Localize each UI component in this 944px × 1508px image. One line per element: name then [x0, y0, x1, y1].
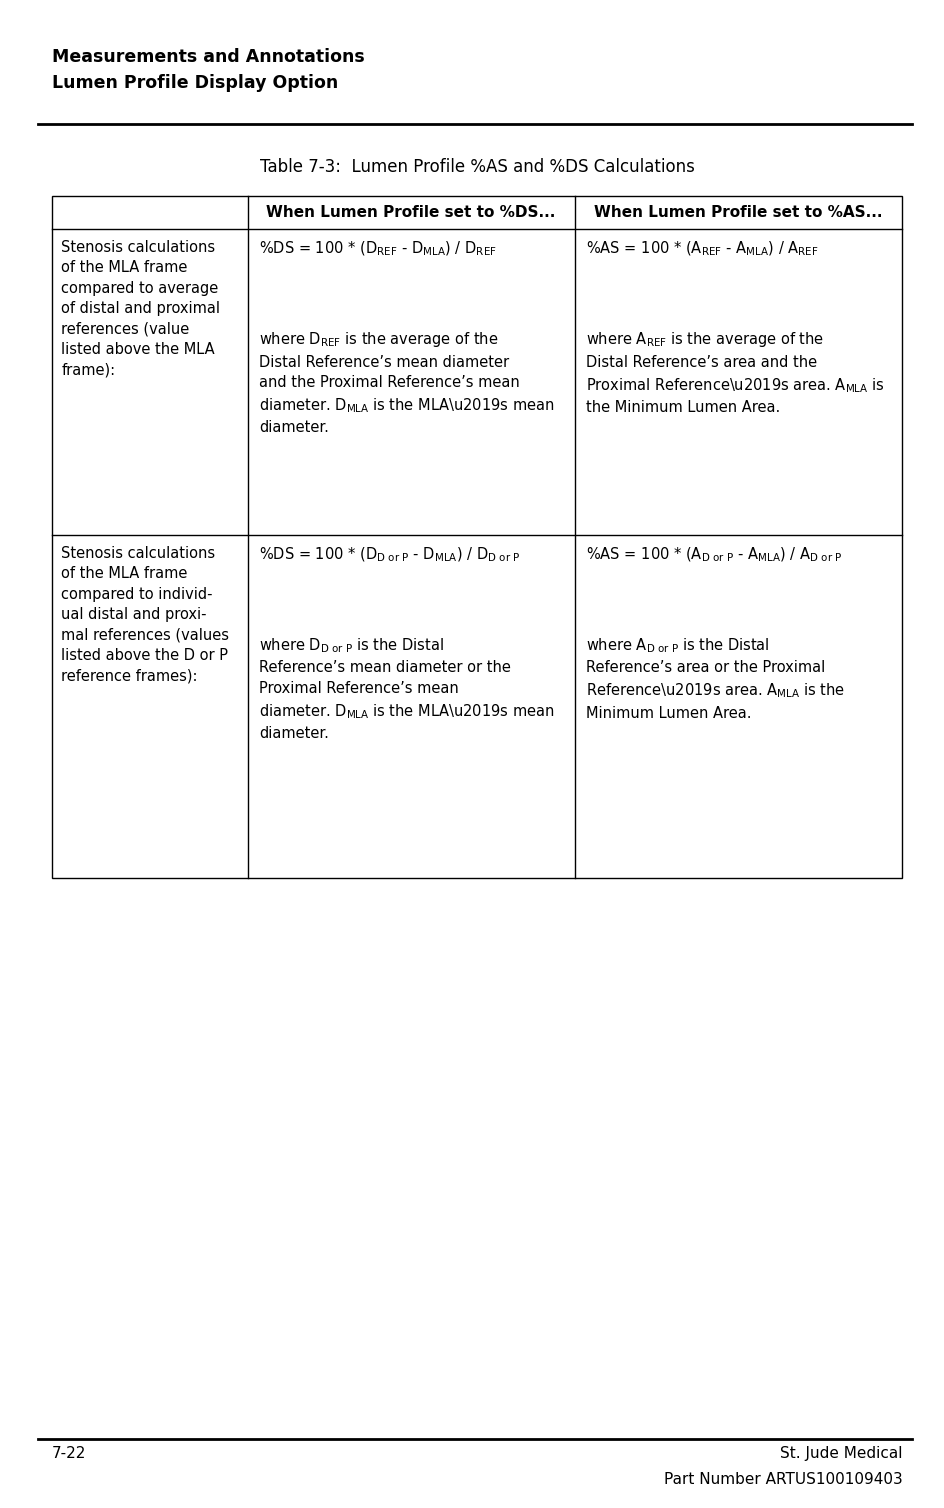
Text: Stenosis calculations
of the MLA frame
compared to average
of distal and proxima: Stenosis calculations of the MLA frame c…	[61, 240, 220, 377]
Text: When Lumen Profile set to %AS...: When Lumen Profile set to %AS...	[594, 205, 882, 220]
Text: %AS = 100 * (A$_{\mathregular{D\ or\ P}}$ - A$_{\mathregular{MLA}}$) / A$_{\math: %AS = 100 * (A$_{\mathregular{D\ or\ P}}…	[585, 546, 841, 564]
Text: 7-22: 7-22	[52, 1446, 86, 1461]
Text: St. Jude Medical: St. Jude Medical	[779, 1446, 902, 1461]
Text: %DS = 100 * (D$_{\mathregular{D\ or\ P}}$ - D$_{\mathregular{MLA}}$) / D$_{\math: %DS = 100 * (D$_{\mathregular{D\ or\ P}}…	[259, 546, 520, 564]
Text: where A$_{\mathregular{D\ or\ P}}$ is the Distal
Reference’s area or the Proxima: where A$_{\mathregular{D\ or\ P}}$ is th…	[585, 636, 844, 721]
Text: Part Number ARTUS100109403: Part Number ARTUS100109403	[663, 1472, 902, 1487]
Text: %DS = 100 * (D$_{\mathregular{REF}}$ - D$_{\mathregular{MLA}}$) / D$_{\mathregul: %DS = 100 * (D$_{\mathregular{REF}}$ - D…	[259, 240, 497, 258]
Bar	[52, 196, 902, 878]
Text: where A$_{\mathregular{REF}}$ is the average of the
Distal Reference’s area and : where A$_{\mathregular{REF}}$ is the ave…	[585, 330, 884, 415]
Text: where D$_{\mathregular{REF}}$ is the average of the
Distal Reference’s mean diam: where D$_{\mathregular{REF}}$ is the ave…	[259, 330, 554, 436]
Text: Table 7-3:  Lumen Profile %AS and %DS Calculations: Table 7-3: Lumen Profile %AS and %DS Cal…	[260, 158, 694, 176]
Text: Lumen Profile Display Option: Lumen Profile Display Option	[52, 74, 338, 92]
Text: %AS = 100 * (A$_{\mathregular{REF}}$ - A$_{\mathregular{MLA}}$) / A$_{\mathregul: %AS = 100 * (A$_{\mathregular{REF}}$ - A…	[585, 240, 818, 258]
Text: where D$_{\mathregular{D\ or\ P}}$ is the Distal
Reference’s mean diameter or th: where D$_{\mathregular{D\ or\ P}}$ is th…	[259, 636, 554, 742]
Text: Stenosis calculations
of the MLA frame
compared to individ-
ual distal and proxi: Stenosis calculations of the MLA frame c…	[61, 546, 229, 683]
Text: Measurements and Annotations: Measurements and Annotations	[52, 48, 364, 66]
Text: When Lumen Profile set to %DS...: When Lumen Profile set to %DS...	[266, 205, 555, 220]
